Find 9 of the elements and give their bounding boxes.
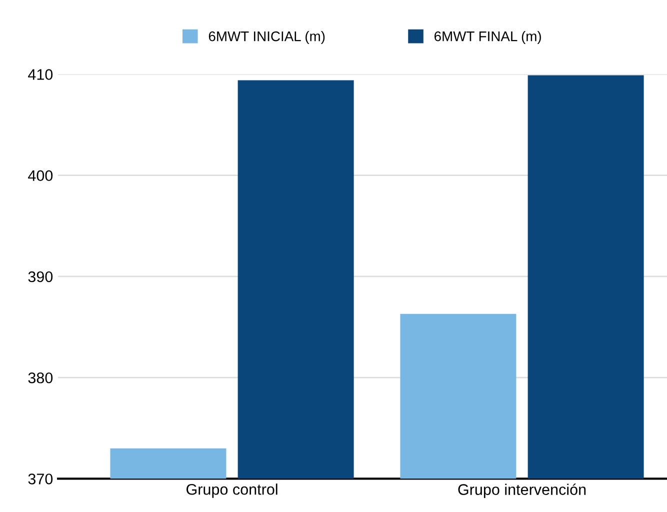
y-tick-label: 400: [28, 170, 53, 182]
legend-label: 6MWT FINAL (m): [434, 31, 541, 44]
legend-label: 6MWT INICIAL (m): [208, 31, 325, 44]
y-tick-label: 390: [28, 271, 53, 282]
y-tick-label: 380: [28, 372, 53, 384]
x-tick-label: Grupo control: [186, 484, 278, 498]
x-tick-label: Grupo intervención: [458, 484, 586, 498]
y-tick-label: 410: [28, 69, 53, 80]
y-tick-label: 370: [28, 474, 53, 484]
